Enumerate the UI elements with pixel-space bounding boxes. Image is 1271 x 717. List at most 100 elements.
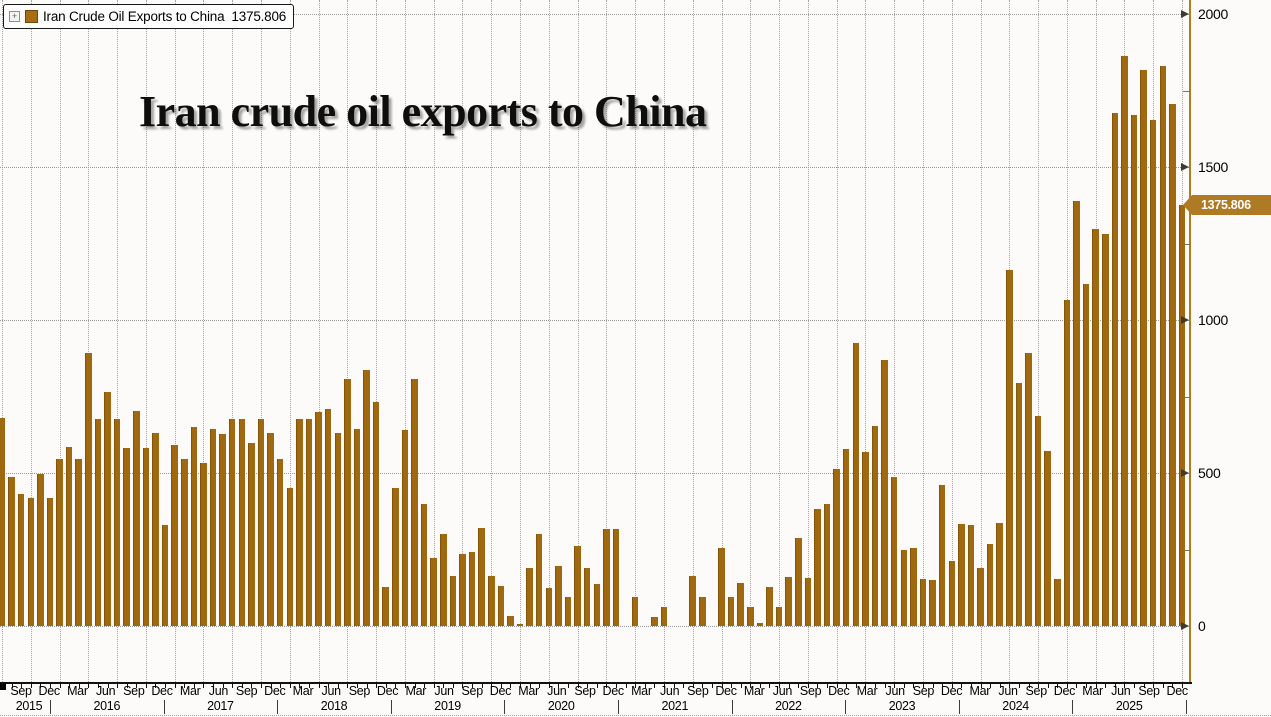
data-bar xyxy=(1034,416,1042,626)
vertical-gridline xyxy=(807,0,809,682)
x-year-separator xyxy=(504,700,506,714)
x-month-tick xyxy=(155,683,157,688)
data-bar xyxy=(651,617,658,626)
data-bar xyxy=(603,528,610,626)
data-bar xyxy=(564,596,572,626)
x-quarter-label: Sep xyxy=(123,684,145,698)
bottom-axis-line xyxy=(0,682,1192,684)
x-month-tick xyxy=(222,683,224,688)
data-bar xyxy=(842,449,850,626)
x-year-separator xyxy=(845,700,847,714)
vertical-gridline xyxy=(491,0,493,682)
data-bar xyxy=(919,578,927,626)
plot-area[interactable] xyxy=(0,0,1191,683)
x-month-tick xyxy=(990,683,992,688)
x-quarter-label: Sep xyxy=(348,684,371,698)
x-month-tick xyxy=(817,683,819,688)
vertical-gridline xyxy=(836,0,838,682)
vertical-gridline xyxy=(30,0,32,682)
x-month-tick xyxy=(721,683,723,688)
x-quarter-label: Mar xyxy=(743,684,765,698)
x-quarter-label: Dec xyxy=(602,684,625,698)
data-bar xyxy=(660,607,668,626)
data-bar xyxy=(507,615,514,626)
last-value-arrow-icon xyxy=(1183,195,1192,215)
x-month-tick xyxy=(836,683,838,688)
x-month-tick xyxy=(731,683,733,688)
x-month-tick xyxy=(999,683,1001,688)
x-quarter-label: Sep xyxy=(235,684,258,698)
x-month-tick xyxy=(1124,683,1126,688)
data-bar xyxy=(574,546,581,626)
data-bar xyxy=(823,503,831,626)
vertical-gridline xyxy=(692,0,694,682)
x-month-tick xyxy=(11,683,13,688)
x-month-tick xyxy=(126,683,128,688)
x-month-tick xyxy=(520,683,522,688)
legend[interactable]: + Iran Crude Oil Exports to China 1375.8… xyxy=(3,4,295,29)
x-month-tick xyxy=(625,683,627,688)
data-bar xyxy=(1130,114,1138,626)
data-bar xyxy=(420,503,428,626)
x-month-tick xyxy=(894,683,896,688)
data-bar xyxy=(27,497,35,626)
horizontal-gridline xyxy=(0,320,1191,321)
x-month-tick xyxy=(788,683,790,688)
data-bar xyxy=(1015,382,1023,626)
vertical-gridline xyxy=(606,0,608,682)
x-month-tick xyxy=(865,683,867,688)
x-month-tick xyxy=(1028,683,1030,688)
x-month-tick xyxy=(30,683,32,688)
legend-series-value: 1375.806 xyxy=(231,9,287,24)
data-bar xyxy=(315,412,322,626)
data-bar xyxy=(967,525,975,626)
x-month-tick xyxy=(356,683,358,688)
x-year-label: 2025 xyxy=(1115,699,1143,713)
x-quarter-label: Dec xyxy=(489,684,512,698)
data-bar xyxy=(440,533,447,626)
vertical-gridline xyxy=(404,0,406,682)
x-quarter-label: Dec xyxy=(38,684,61,698)
legend-expand-icon[interactable]: + xyxy=(9,11,20,22)
x-quarter-label: Dec xyxy=(1166,684,1189,698)
y-tick-arrow-icon xyxy=(1181,10,1189,18)
x-month-tick xyxy=(88,683,90,688)
y-tick-arrow-icon xyxy=(1181,163,1189,171)
data-bar xyxy=(862,451,869,626)
x-year-separator xyxy=(1186,700,1187,714)
x-month-tick xyxy=(654,683,656,688)
y-minor-tick xyxy=(1183,549,1190,551)
x-month-tick xyxy=(1114,683,1116,688)
data-bar xyxy=(171,444,178,626)
x-month-tick xyxy=(1095,683,1097,688)
x-quarter-label: Jun xyxy=(434,684,454,698)
x-quarter-label: Sep xyxy=(912,684,935,698)
right-axis-line xyxy=(1189,0,1191,683)
data-bar xyxy=(795,538,802,626)
x-month-tick xyxy=(184,683,186,688)
x-quarter-label: Jun xyxy=(1111,684,1131,698)
data-bar xyxy=(814,508,821,626)
x-month-tick xyxy=(779,683,781,688)
x-month-tick xyxy=(78,683,80,688)
vertical-gridline xyxy=(174,0,176,682)
data-bar xyxy=(113,418,121,626)
x-month-tick xyxy=(769,683,771,688)
x-month-tick xyxy=(251,683,253,688)
x-year-separator xyxy=(390,700,392,714)
x-quarter-label: Sep xyxy=(799,684,822,698)
x-month-tick xyxy=(1086,683,1088,688)
data-bar xyxy=(977,567,984,626)
data-bar xyxy=(1159,66,1167,626)
x-month-tick xyxy=(1018,683,1020,688)
data-bar xyxy=(900,550,908,626)
data-bar xyxy=(478,527,485,626)
x-month-tick xyxy=(452,683,454,688)
x-month-tick xyxy=(970,683,972,688)
data-bar xyxy=(296,418,303,626)
x-quarter-label: Sep xyxy=(574,684,596,698)
data-bar xyxy=(200,462,207,626)
x-year-label: 2021 xyxy=(661,699,689,713)
data-bar xyxy=(353,428,361,626)
data-bar xyxy=(1140,70,1147,626)
